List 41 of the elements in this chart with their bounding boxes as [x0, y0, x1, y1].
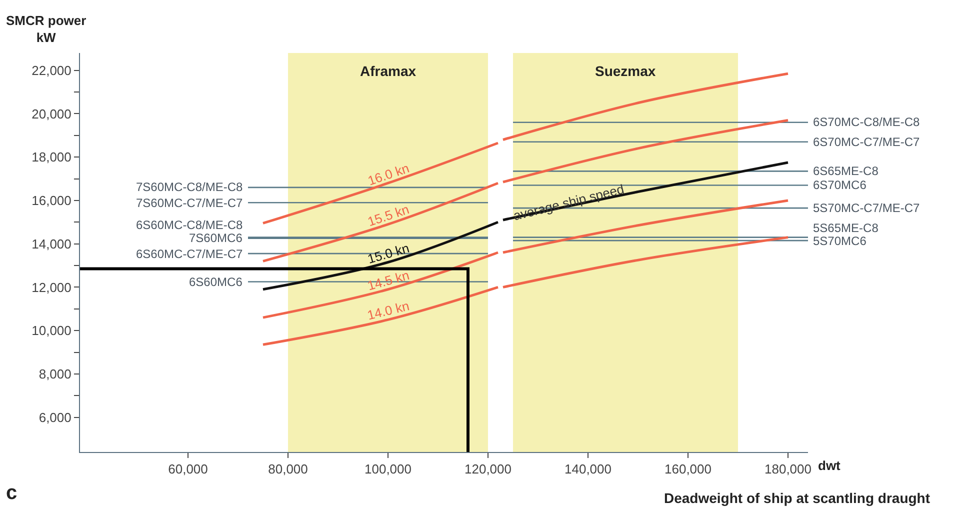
- x-axis-title: Deadweight of ship at scantling draught: [664, 490, 930, 506]
- band-label: Aframax: [360, 63, 416, 79]
- text: 15.5 kn: [366, 202, 411, 230]
- text: 14.0 kn: [366, 298, 411, 323]
- series-label: 7S60MC-C7/ME-C7: [136, 196, 244, 210]
- y-tick-label: 12,000: [32, 280, 72, 295]
- series-label: 7S60MC-C8/ME-C8: [136, 180, 244, 194]
- text: dwt: [818, 458, 842, 473]
- y-tick-label: 16,000: [32, 193, 72, 208]
- x-tick-label: 100,000: [364, 462, 412, 477]
- series-label: 7S60MC6: [189, 231, 243, 245]
- band-label: Suezmax: [595, 63, 656, 79]
- series-label: 6S70MC6: [813, 178, 867, 192]
- series-label: 6S60MC6: [189, 275, 243, 289]
- y-axis-title: SMCR power kW: [6, 13, 86, 45]
- text: 14.5 kn: [366, 267, 411, 294]
- series-label: 6S60MC-C8/ME-C8: [136, 218, 244, 232]
- x-tick-label: 120,000: [464, 462, 512, 477]
- y-tick-label: 6,000: [38, 410, 72, 425]
- y-tick-label: 18,000: [32, 150, 72, 165]
- series-label: 6S65ME-C8: [813, 164, 879, 178]
- series-label: 5S70MC6: [813, 234, 867, 248]
- y-tick-label: 14,000: [32, 236, 72, 252]
- series-label: 6S60MC-C7/ME-C7: [136, 247, 244, 261]
- annotation: average ship speed: [512, 181, 626, 224]
- x-tick-label: 160,000: [664, 462, 712, 477]
- y-tick-label: 8,000: [38, 366, 72, 382]
- text: 16.0 kn: [366, 160, 412, 188]
- x-tick-label: 180,000: [764, 462, 812, 477]
- y-tick-label: 20,000: [32, 106, 72, 122]
- series-label: 5S65ME-C8: [813, 221, 879, 235]
- series-label: 6S70MC-C8/ME-C8: [813, 115, 920, 129]
- series-label: 5S70MC-C7/ME-C7: [813, 201, 920, 215]
- x-tick-label: 80,000: [268, 462, 308, 477]
- x-tick-label: 140,000: [564, 462, 612, 477]
- text: c: [6, 482, 18, 504]
- y-tick-label: 10,000: [32, 323, 72, 338]
- x-tick-label: 60,000: [168, 462, 208, 477]
- y-tick-label: 22,000: [32, 62, 72, 78]
- series-label: 6S70MC-C7/ME-C7: [813, 135, 920, 149]
- text: 15.0 kn: [366, 240, 411, 266]
